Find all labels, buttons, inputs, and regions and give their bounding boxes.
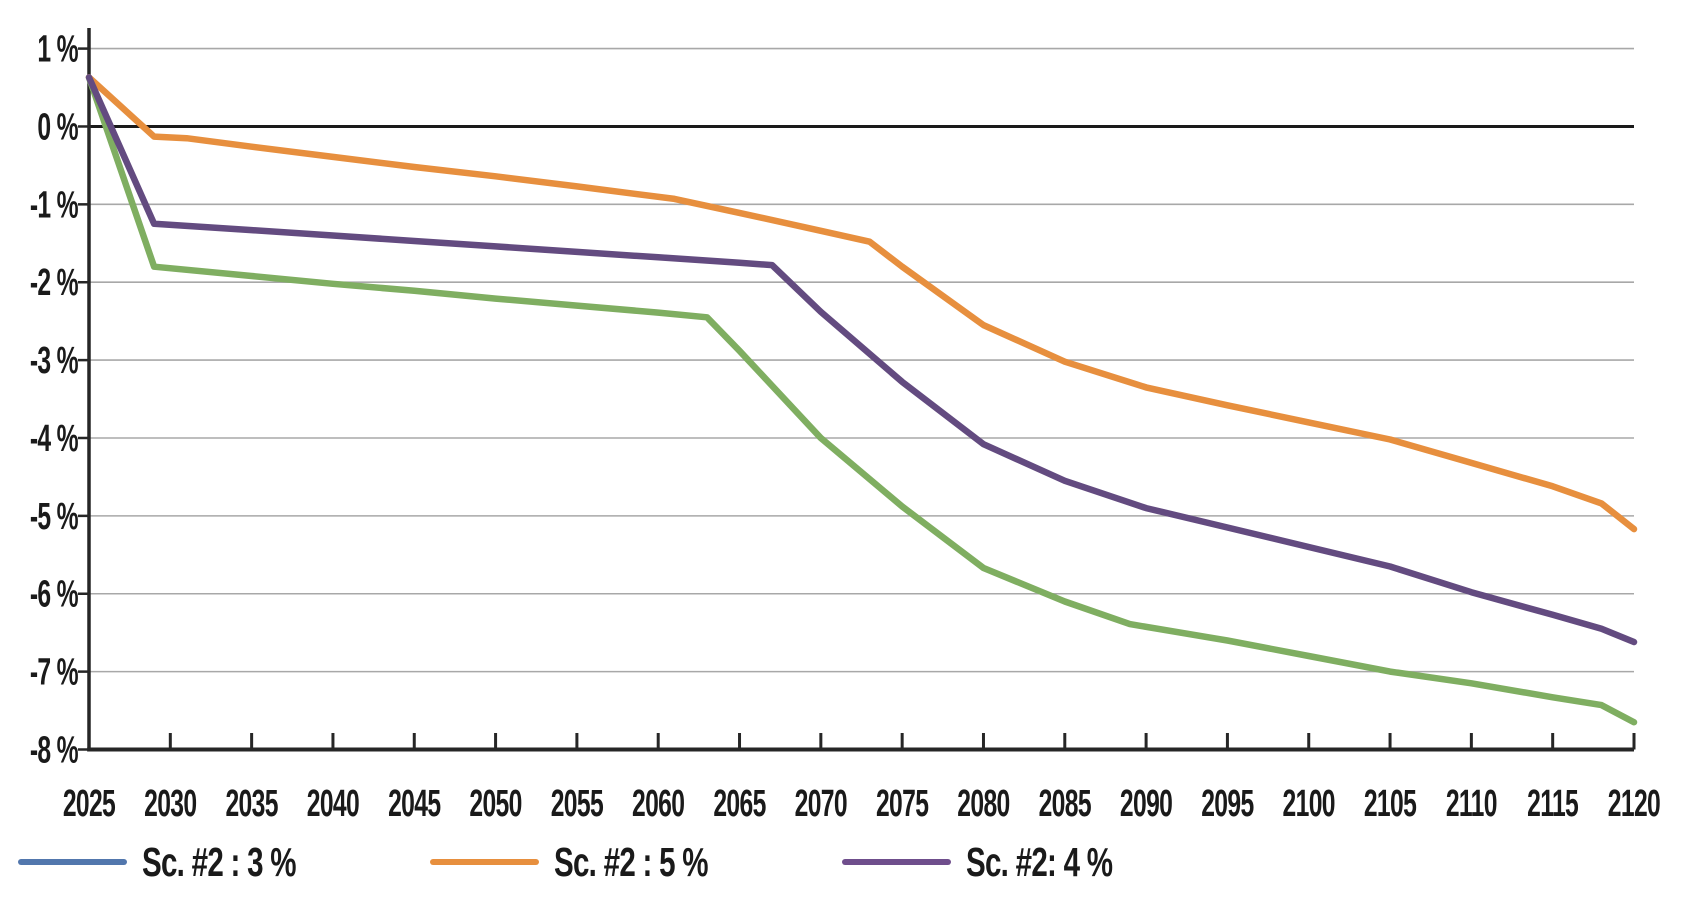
y-tick-label: -4 % (30, 417, 78, 460)
legend-label-sc2-4pct: Sc. #2: 4 % (966, 838, 1113, 885)
legend-swatch-sc2-3pct (18, 859, 127, 865)
x-tick-label: 2100 (1283, 782, 1335, 825)
x-tick-label: 2035 (225, 782, 277, 825)
x-tick-label: 2105 (1364, 782, 1416, 825)
legend-label-sc2-5pct: Sc. #2 : 5 % (554, 838, 709, 885)
legend-entry-sc2-5pct: Sc. #2 : 5 % (430, 838, 768, 886)
x-tick-label: 2080 (957, 782, 1009, 825)
x-tick-label: 2040 (307, 782, 359, 825)
legend-entry-sc2-4pct: Sc. #2: 4 % (842, 838, 1169, 886)
legend: Sc. #2 : 3 % Sc. #2 : 5 % Sc. #2: 4 % (0, 838, 1700, 886)
x-tick-label: 2055 (551, 782, 603, 825)
x-tick-label: 2075 (876, 782, 928, 825)
x-tick-label: 2060 (632, 782, 684, 825)
legend-swatch-sc2-4pct (842, 859, 951, 865)
x-tick-label: 2095 (1201, 782, 1253, 825)
series-line-0 (85, 74, 1638, 726)
x-tick-label: 2115 (1527, 782, 1578, 825)
x-tick-label: 2050 (469, 782, 521, 825)
x-tick-label: 2025 (63, 782, 115, 825)
legend-entry-sc2-3pct: Sc. #2 : 3 % (18, 838, 356, 886)
y-tick-label: 1 % (37, 27, 78, 70)
x-tick-label: 2065 (713, 782, 765, 825)
x-tick-label: 2070 (795, 782, 847, 825)
x-tick-label: 2110 (1446, 782, 1497, 825)
y-tick-label: -7 % (30, 650, 78, 693)
x-tick-label: 2045 (388, 782, 440, 825)
y-tick-label: -5 % (30, 494, 78, 537)
y-tick-label: 0 % (37, 105, 78, 148)
legend-label-sc2-3pct: Sc. #2 : 3 % (142, 838, 297, 885)
y-tick-label: -6 % (30, 572, 78, 615)
x-tick-label: 2030 (144, 782, 196, 825)
x-tick-label: 2090 (1120, 782, 1172, 825)
y-tick-label: -3 % (30, 339, 78, 382)
x-tick-label: 2085 (1039, 782, 1091, 825)
series-line-1 (85, 74, 1638, 533)
y-tick-label: -1 % (30, 183, 78, 226)
y-tick-label: -8 % (30, 728, 78, 771)
series-line-2 (85, 74, 1638, 646)
x-tick-label: 2120 (1608, 782, 1660, 825)
legend-swatch-sc2-5pct (430, 859, 539, 865)
y-tick-label: -2 % (30, 261, 78, 304)
